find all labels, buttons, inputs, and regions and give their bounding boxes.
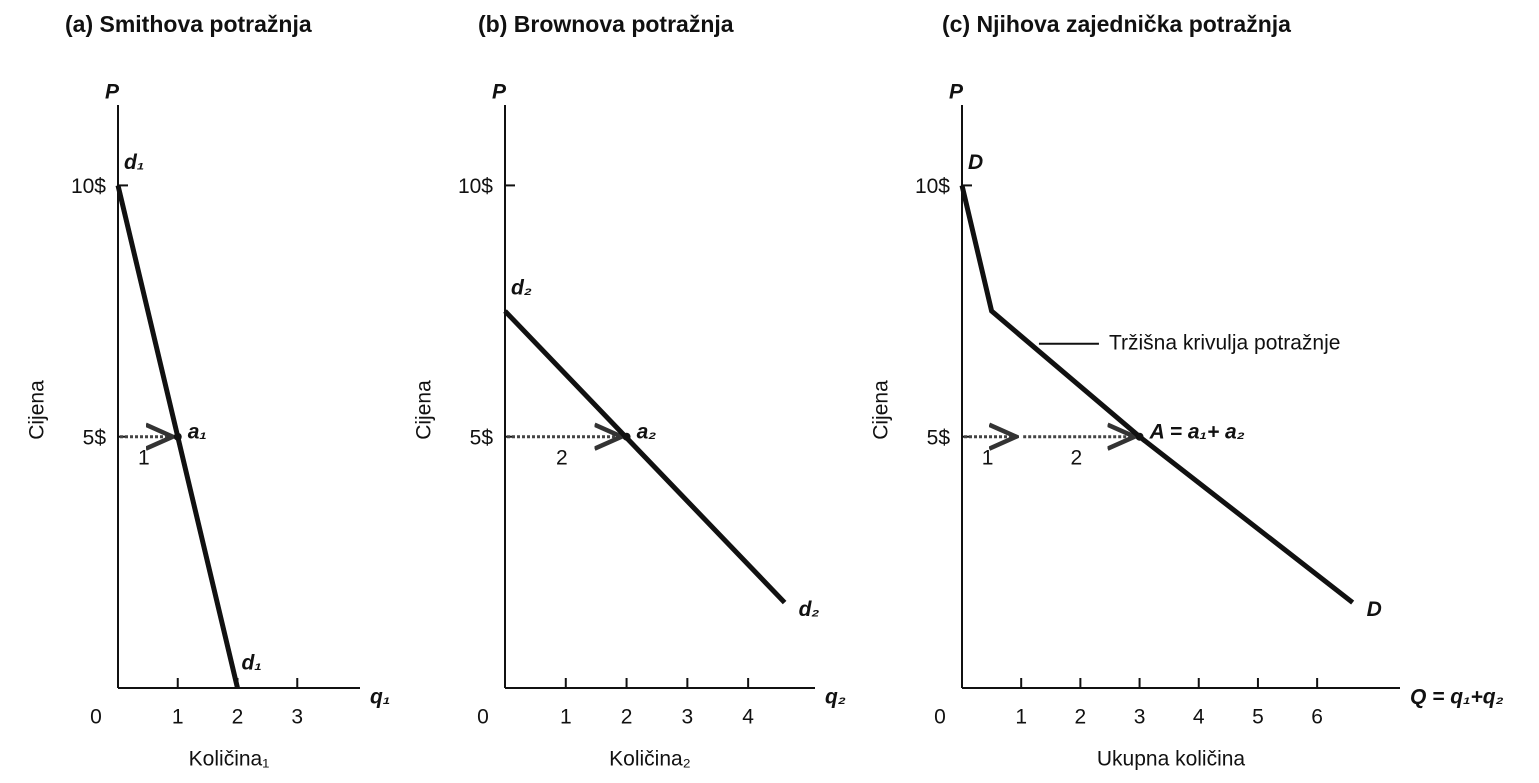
y-tick-label: 10$ xyxy=(71,175,106,198)
chart-title: (a) Smithova potražnja xyxy=(65,11,312,37)
curve-label: D xyxy=(968,151,983,174)
y-tick-label: 10$ xyxy=(915,175,950,198)
point-label: a₁ xyxy=(188,420,207,443)
y-title: Cijena xyxy=(870,380,893,440)
y-tick-label: 5$ xyxy=(83,426,107,449)
point xyxy=(622,432,631,441)
y-tick-label: 10$ xyxy=(458,175,493,198)
x-axis-label: Q = q₁+q₂ xyxy=(1410,686,1504,709)
x-tick-label: 2 xyxy=(232,706,244,729)
curve-label: d₁ xyxy=(242,652,262,675)
y-axis-label: P xyxy=(492,81,507,104)
demand-curve xyxy=(503,309,787,605)
x-tick-label: 5 xyxy=(1252,706,1264,729)
x-tick-label: 4 xyxy=(742,706,754,729)
point xyxy=(1135,432,1144,441)
arrow-label: 2 xyxy=(1071,446,1083,469)
x-tick-label: 1 xyxy=(560,706,572,729)
point xyxy=(173,432,182,441)
y-axis-label: P xyxy=(949,81,964,104)
point-label: A = a₁+ a₂ xyxy=(1149,420,1245,443)
arrow-label: 1 xyxy=(982,446,994,469)
arrow-label: 2 xyxy=(556,446,568,469)
x-axis-label: q₁ xyxy=(370,686,390,709)
x-axis-label: q₂ xyxy=(825,686,846,709)
x-tick-label: 2 xyxy=(1075,706,1087,729)
x-tick-label: 2 xyxy=(621,706,633,729)
x-tick-label: 3 xyxy=(291,706,303,729)
x-tick-label: 1 xyxy=(172,706,184,729)
curve-label: d₂ xyxy=(511,277,532,300)
y-tick-label: 5$ xyxy=(470,426,494,449)
demand-curve xyxy=(959,184,1355,605)
curve-label: d₁ xyxy=(124,151,144,174)
chart-title: (c) Njihova zajednička potražnja xyxy=(942,11,1291,37)
chart-title: (b) Brownova potražnja xyxy=(478,11,734,37)
y-axis-label: P xyxy=(105,81,120,104)
x-title: Količina₂ xyxy=(609,748,691,771)
x-title: Količina₁ xyxy=(189,748,270,771)
y-title: Cijena xyxy=(26,380,49,440)
x-tick-label: 0 xyxy=(934,706,946,729)
x-tick-label: 3 xyxy=(682,706,694,729)
x-title: Ukupna količina xyxy=(1097,748,1246,771)
x-tick-label: 0 xyxy=(477,706,489,729)
point-label: a₂ xyxy=(637,420,657,443)
x-tick-label: 0 xyxy=(90,706,102,729)
x-tick-label: 1 xyxy=(1015,706,1027,729)
curve-label: D xyxy=(1367,598,1382,621)
y-tick-label: 5$ xyxy=(927,426,951,449)
x-tick-label: 3 xyxy=(1134,706,1146,729)
x-tick-label: 6 xyxy=(1311,706,1323,729)
y-title: Cijena xyxy=(413,380,436,440)
arrow-label: 1 xyxy=(138,446,150,469)
curve-label: d₂ xyxy=(799,598,820,621)
annotation: Tržišna krivulja potražnje xyxy=(1109,331,1340,354)
x-tick-label: 4 xyxy=(1193,706,1205,729)
